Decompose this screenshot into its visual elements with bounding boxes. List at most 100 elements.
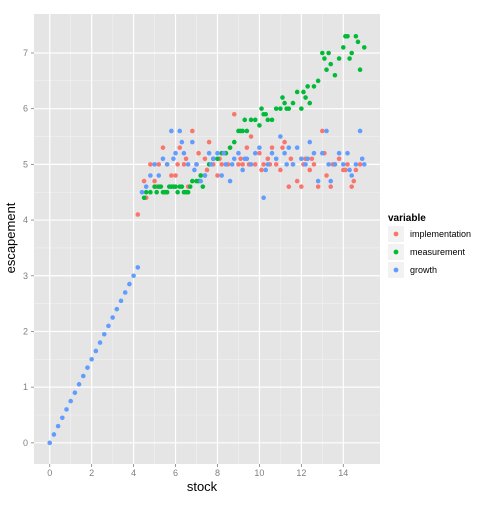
data-point-growth	[223, 162, 229, 167]
data-point-growth	[307, 139, 313, 145]
data-point-growth	[336, 150, 342, 156]
data-point-measurement	[248, 117, 254, 123]
data-point-measurement	[315, 78, 321, 84]
data-point-implementation	[345, 162, 350, 167]
data-point-implementation	[349, 184, 354, 189]
data-point-growth	[341, 162, 346, 167]
data-point-implementation	[294, 178, 300, 184]
data-point-implementation	[259, 167, 264, 173]
data-point-growth	[231, 156, 237, 162]
data-point-measurement	[231, 139, 237, 145]
data-point-growth	[164, 162, 170, 167]
x-axis-ticks: 0 2 4 6 8 10 12 14	[47, 464, 348, 478]
data-point-implementation	[269, 145, 275, 150]
data-point-measurement	[361, 45, 367, 50]
data-point-implementation	[236, 162, 241, 167]
x-tick-label: 4	[131, 468, 136, 478]
data-point-measurement	[257, 123, 262, 128]
y-tick-label: 2	[23, 326, 28, 336]
data-point-growth	[160, 156, 166, 162]
data-point-measurement	[322, 56, 327, 61]
data-point-measurement	[284, 106, 289, 111]
data-point-growth	[332, 162, 338, 167]
data-point-measurement	[148, 189, 153, 195]
data-point-implementation	[278, 167, 283, 173]
data-point-measurement	[303, 95, 308, 100]
data-point-measurement	[162, 189, 168, 195]
data-point-growth	[349, 173, 354, 178]
data-point-growth	[303, 162, 308, 167]
y-tick-label: 4	[23, 215, 28, 225]
plot-panel	[34, 14, 380, 464]
data-point-growth	[194, 162, 199, 167]
x-tick-label: 12	[296, 468, 306, 478]
data-point-measurement	[227, 145, 233, 150]
data-point-growth	[192, 167, 197, 173]
data-point-growth	[269, 150, 275, 156]
y-tick-label: 3	[23, 271, 28, 281]
data-point-growth	[51, 432, 57, 437]
data-point-measurement	[282, 100, 287, 106]
data-point-measurement	[273, 106, 279, 111]
data-point-growth	[324, 128, 329, 134]
data-point-implementation	[357, 162, 363, 167]
data-point-implementation	[343, 167, 348, 173]
data-point-measurement	[278, 106, 283, 111]
y-tick-label: 0	[23, 438, 28, 448]
legend-marker-growth	[393, 267, 399, 273]
data-point-implementation	[231, 111, 237, 117]
data-point-implementation	[190, 128, 195, 134]
data-point-measurement	[349, 50, 354, 56]
y-tick-label: 5	[23, 159, 28, 169]
data-point-growth	[156, 173, 162, 178]
data-point-growth	[198, 178, 204, 184]
data-point-growth	[135, 265, 141, 270]
y-axis-label: escapement	[3, 202, 18, 273]
data-point-growth	[282, 150, 287, 156]
data-point-growth	[263, 167, 269, 173]
data-point-growth	[47, 440, 53, 446]
data-point-implementation	[286, 184, 292, 189]
data-point-implementation	[173, 173, 178, 178]
data-point-implementation	[169, 173, 174, 178]
data-point-growth	[361, 162, 367, 167]
data-point-growth	[72, 390, 78, 396]
data-point-growth	[177, 128, 183, 134]
data-point-measurement	[290, 100, 296, 106]
data-point-growth	[357, 128, 363, 134]
data-point-implementation	[307, 167, 313, 173]
data-point-growth	[106, 323, 111, 329]
data-point-growth	[210, 156, 216, 162]
data-point-implementation	[351, 178, 357, 184]
data-point-measurement	[171, 184, 176, 189]
data-point-implementation	[299, 184, 304, 189]
data-point-implementation	[244, 145, 250, 150]
legend-item-measurement: measurement	[388, 244, 466, 260]
data-point-growth	[68, 398, 73, 404]
y-tick-label: 1	[23, 382, 28, 392]
data-point-implementation	[177, 145, 183, 150]
data-point-growth	[169, 128, 174, 134]
legend: variable implementation measurement grow…	[388, 213, 471, 278]
data-point-growth	[208, 162, 214, 167]
data-point-growth	[114, 306, 120, 312]
data-point-measurement	[357, 67, 363, 72]
data-point-implementation	[353, 167, 359, 173]
data-point-growth	[110, 315, 115, 320]
data-point-growth	[148, 173, 153, 178]
data-points	[47, 33, 367, 446]
data-point-growth	[265, 162, 271, 167]
data-point-implementation	[257, 150, 262, 156]
data-point-measurement	[179, 184, 185, 189]
data-point-growth	[64, 407, 69, 412]
data-point-growth	[85, 365, 90, 370]
data-point-growth	[179, 139, 185, 145]
data-point-implementation	[181, 162, 187, 167]
data-point-growth	[248, 162, 254, 167]
data-point-measurement	[175, 189, 180, 195]
data-point-growth	[118, 298, 124, 304]
data-point-growth	[299, 156, 304, 162]
data-point-implementation	[288, 156, 294, 162]
data-point-growth	[97, 340, 103, 345]
